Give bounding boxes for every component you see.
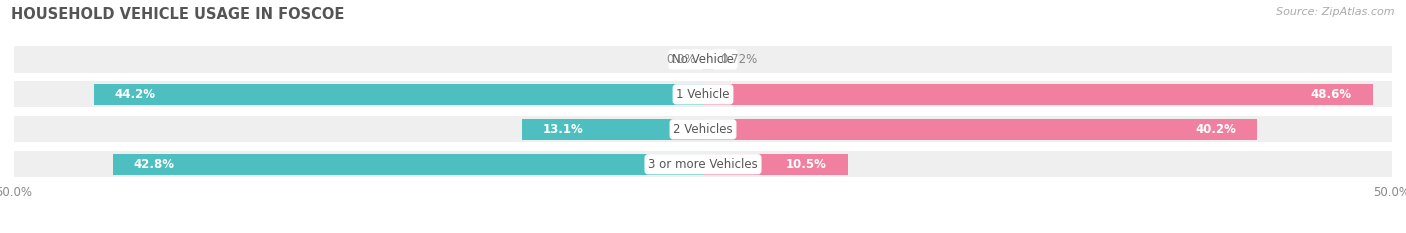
- Text: 13.1%: 13.1%: [543, 123, 583, 136]
- Text: 42.8%: 42.8%: [134, 158, 174, 171]
- Text: 2 Vehicles: 2 Vehicles: [673, 123, 733, 136]
- Text: 3 or more Vehicles: 3 or more Vehicles: [648, 158, 758, 171]
- Bar: [94, 84, 703, 105]
- Bar: [14, 46, 1392, 72]
- Text: HOUSEHOLD VEHICLE USAGE IN FOSCOE: HOUSEHOLD VEHICLE USAGE IN FOSCOE: [11, 7, 344, 22]
- Bar: [114, 154, 703, 175]
- Text: 1 Vehicle: 1 Vehicle: [676, 88, 730, 101]
- Text: Source: ZipAtlas.com: Source: ZipAtlas.com: [1277, 7, 1395, 17]
- Text: 0.72%: 0.72%: [720, 53, 756, 66]
- Text: 44.2%: 44.2%: [115, 88, 156, 101]
- Text: No Vehicle: No Vehicle: [672, 53, 734, 66]
- Text: 0.0%: 0.0%: [666, 53, 696, 66]
- Bar: [14, 81, 1392, 107]
- Bar: [703, 154, 848, 175]
- Bar: [703, 84, 1372, 105]
- Bar: [703, 119, 1257, 140]
- Text: 40.2%: 40.2%: [1195, 123, 1236, 136]
- Text: 10.5%: 10.5%: [786, 158, 827, 171]
- Bar: [14, 151, 1392, 177]
- Bar: [523, 119, 703, 140]
- Bar: [703, 49, 713, 70]
- Text: 48.6%: 48.6%: [1310, 88, 1353, 101]
- Bar: [14, 116, 1392, 142]
